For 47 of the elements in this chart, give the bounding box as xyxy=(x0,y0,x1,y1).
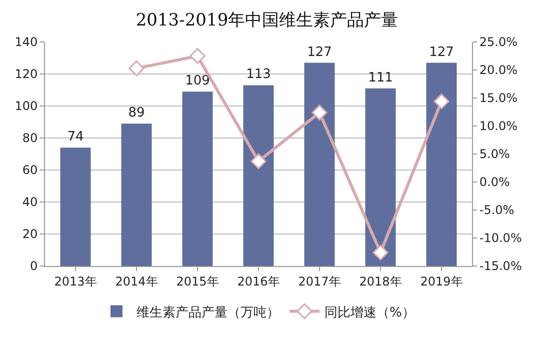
point xyxy=(250,153,266,170)
y2-tick-label: -5.0% xyxy=(479,203,514,218)
x-tick-label: 2014年 xyxy=(115,274,158,288)
x-tick-label: 2019年 xyxy=(420,274,463,288)
y2-tick-label: 15.0% xyxy=(479,91,518,106)
y2-tick-label: -15.0% xyxy=(479,259,522,274)
y-tick-label: 20 xyxy=(22,227,38,242)
x-tick-label: 2013年 xyxy=(54,274,97,288)
y-tick-label: 120 xyxy=(14,67,38,82)
data-label: 89 xyxy=(128,106,145,121)
legend-label: 维生素产品产量（万吨） xyxy=(136,305,280,320)
point xyxy=(190,48,206,64)
bar xyxy=(121,124,152,266)
x-tick-label: 2015年 xyxy=(176,274,219,288)
y2-tick-label: 20.0% xyxy=(479,63,518,78)
x-tick-label: 2017年 xyxy=(298,274,341,288)
y-tick-label: 140 xyxy=(14,35,38,50)
y2-tick-label: 0.0% xyxy=(479,175,510,190)
data-label: 74 xyxy=(67,130,84,145)
y2-tick-label: 10.0% xyxy=(479,119,518,134)
point xyxy=(372,244,388,260)
bar xyxy=(60,148,91,266)
point xyxy=(128,60,144,76)
data-label: 113 xyxy=(246,67,271,82)
x-tick-label: 2016年 xyxy=(237,274,280,288)
point xyxy=(434,93,450,110)
y-tick-label: 80 xyxy=(22,131,38,146)
data-label: 127 xyxy=(429,44,454,60)
bar xyxy=(182,92,213,266)
legend-label: 同比增速（%） xyxy=(324,305,415,320)
bar xyxy=(304,62,335,266)
bar xyxy=(426,62,457,266)
y2-tick-label: 25.0% xyxy=(479,35,518,50)
bar xyxy=(243,85,274,266)
data-label: 111 xyxy=(368,70,393,86)
chart-title: 2013-2019年中国维生素产品产量 xyxy=(136,10,398,30)
y2-tick-label: -10.0% xyxy=(479,231,522,246)
x-tick-label: 2018年 xyxy=(359,274,402,288)
bar xyxy=(365,88,396,266)
y-tick-label: 0 xyxy=(30,259,38,274)
y-tick-label: 100 xyxy=(14,99,38,114)
y-tick-label: 60 xyxy=(22,163,38,178)
y-tick-label: 40 xyxy=(22,195,38,210)
data-label: 127 xyxy=(307,44,332,60)
point xyxy=(312,104,328,120)
y2-tick-label: 5.0% xyxy=(479,147,510,162)
data-label: 109 xyxy=(185,74,210,89)
